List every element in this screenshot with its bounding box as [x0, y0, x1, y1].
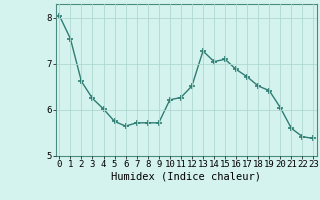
X-axis label: Humidex (Indice chaleur): Humidex (Indice chaleur) [111, 172, 261, 182]
